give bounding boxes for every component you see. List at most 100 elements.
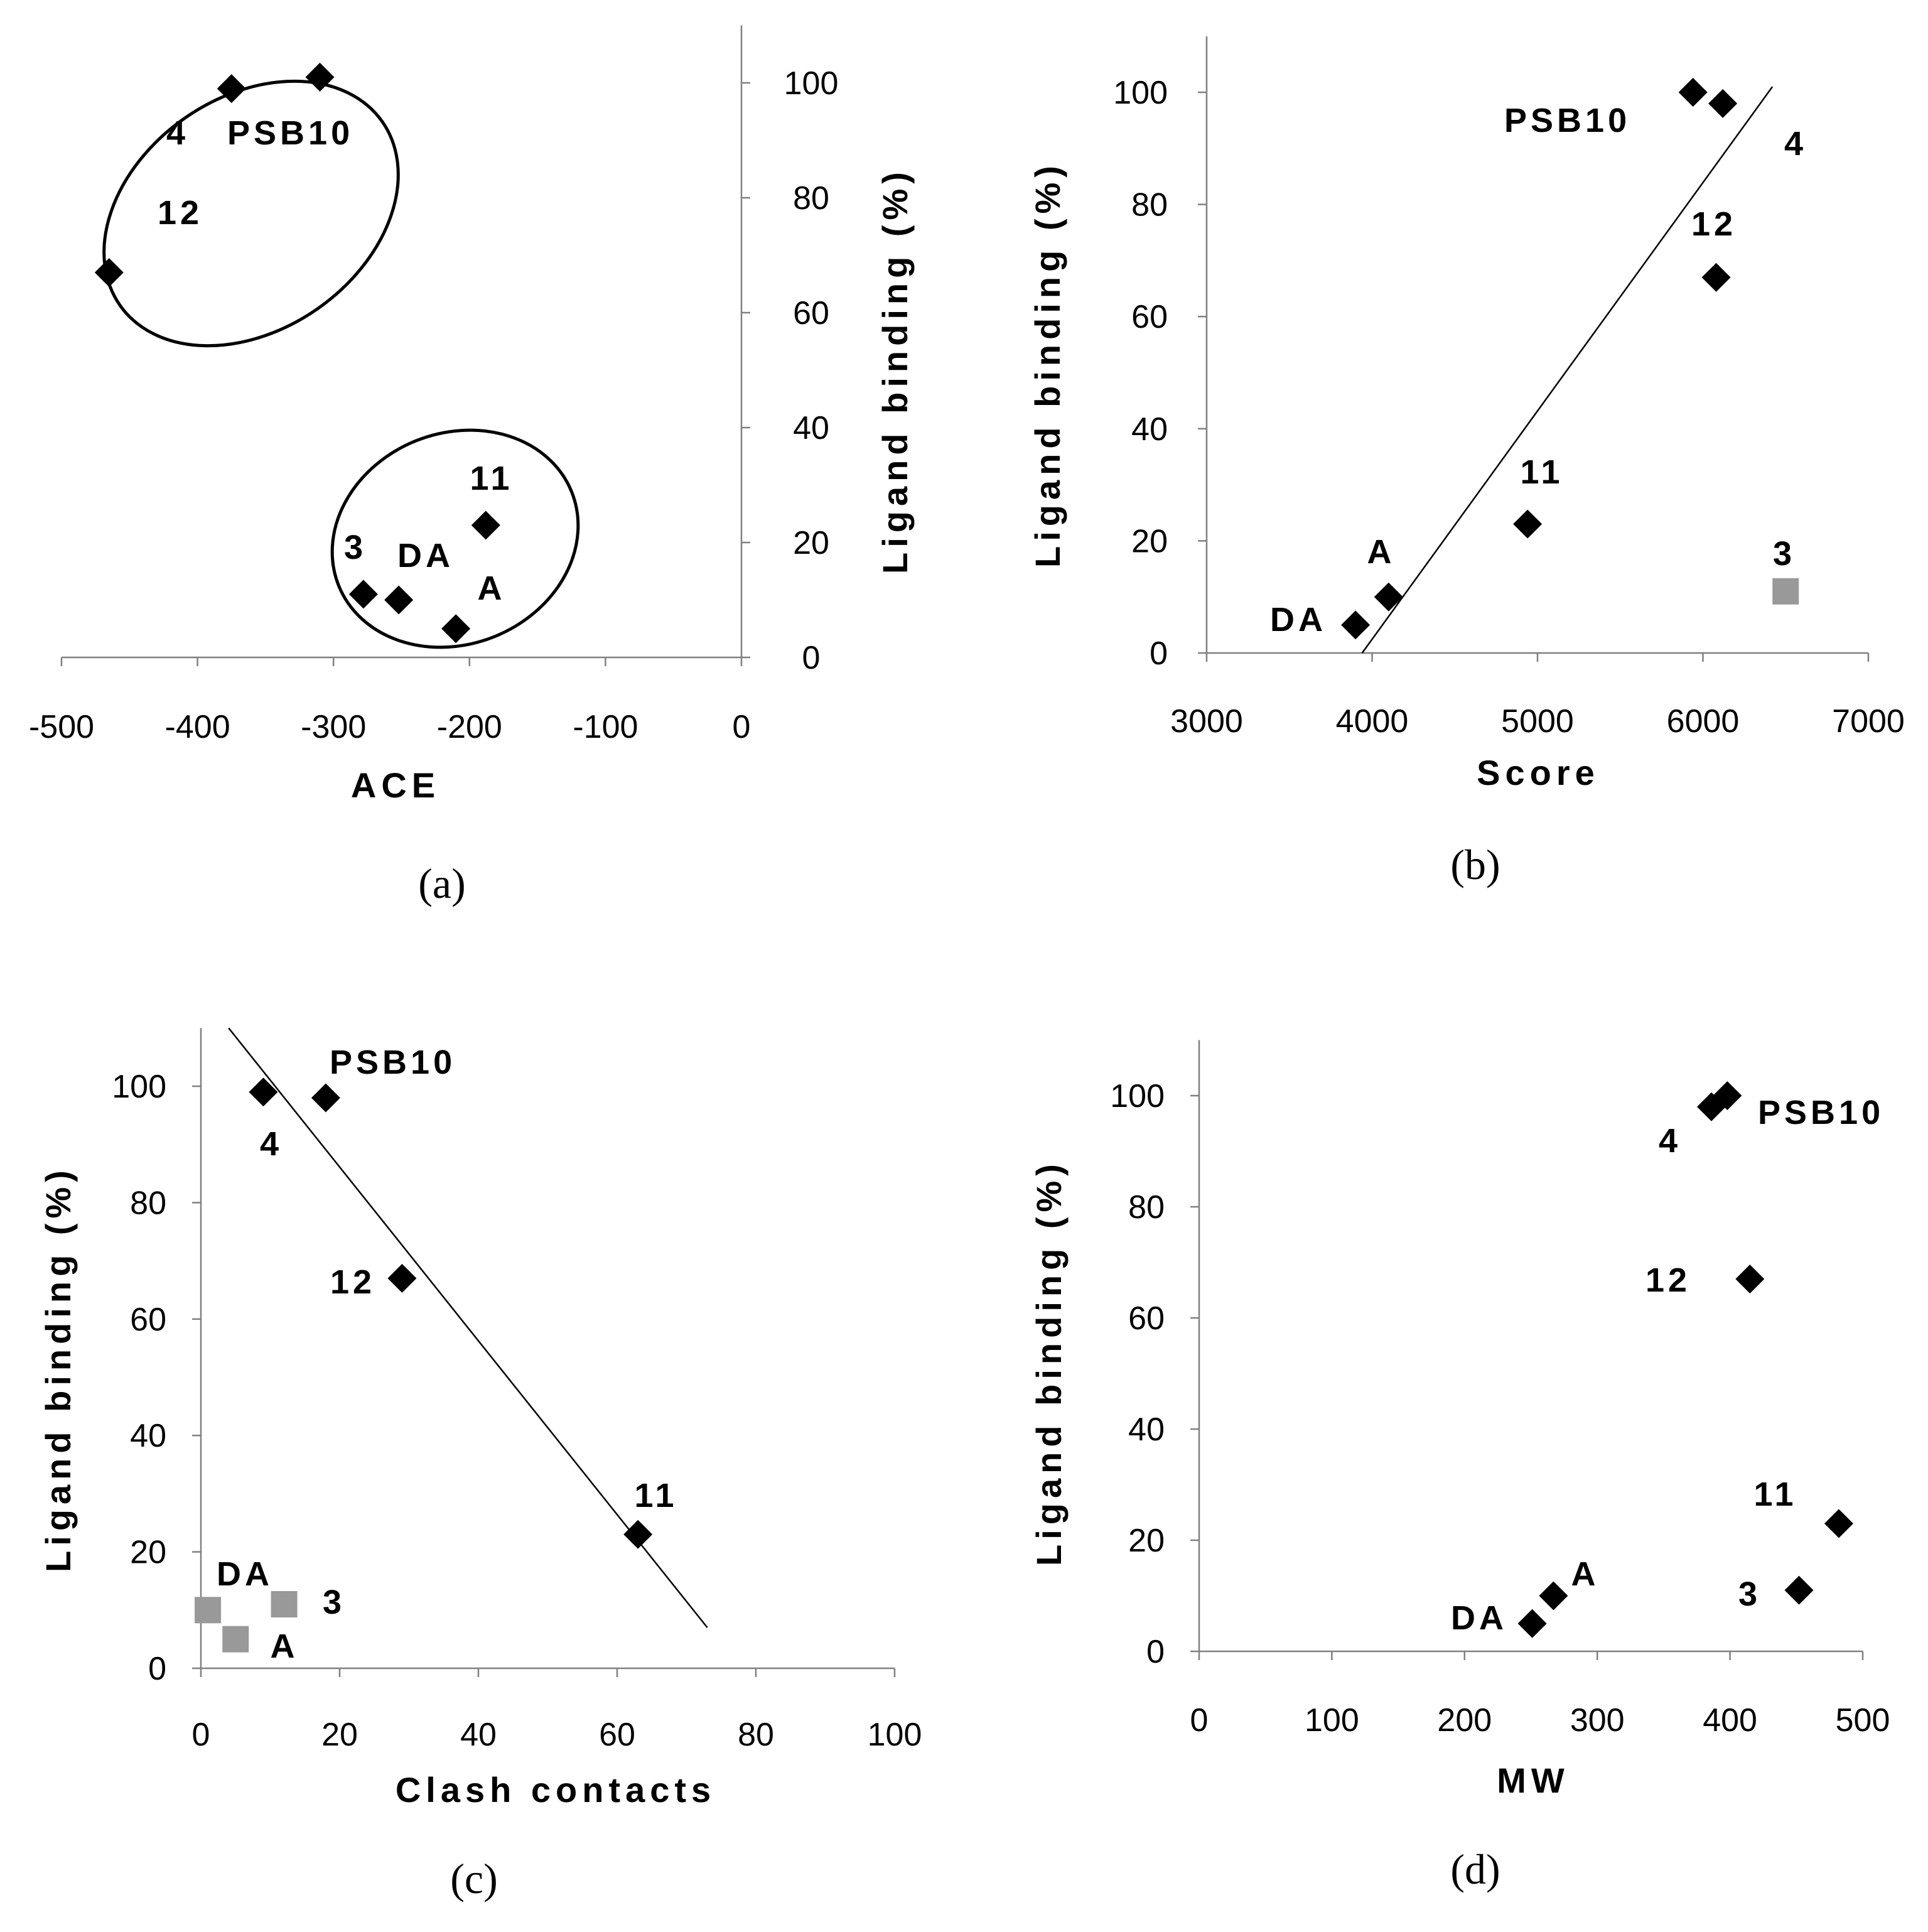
x-tick-label: -400 bbox=[165, 709, 230, 745]
data-point-PSB10 bbox=[311, 1083, 340, 1113]
panel-label: (d) bbox=[1450, 1845, 1500, 1893]
y-tick-label: 40 bbox=[130, 1418, 166, 1454]
trendline bbox=[1361, 86, 1774, 654]
y-tick-label: 80 bbox=[130, 1185, 166, 1221]
data-point-11 bbox=[623, 1519, 653, 1549]
y-tick-label: 60 bbox=[1131, 299, 1168, 335]
point-label-11: 11 bbox=[1520, 453, 1563, 491]
point-label-12: 12 bbox=[158, 194, 203, 232]
point-label-PSB10: PSB10 bbox=[1758, 1094, 1884, 1131]
point-label-A: A bbox=[1367, 533, 1396, 571]
y-tick-label: 100 bbox=[1113, 75, 1168, 111]
data-point-12 bbox=[1701, 262, 1731, 292]
point-label-11: 11 bbox=[1753, 1476, 1797, 1513]
data-point-12 bbox=[1735, 1265, 1765, 1294]
x-tick-label: -300 bbox=[301, 709, 366, 745]
point-label-11: 11 bbox=[634, 1477, 677, 1514]
point-label-A: A bbox=[271, 1627, 299, 1665]
x-tick-label: 100 bbox=[1305, 1702, 1359, 1739]
point-label-12: 12 bbox=[1691, 205, 1737, 243]
data-point-A bbox=[441, 614, 471, 644]
data-point-3 bbox=[1784, 1575, 1814, 1605]
data-point-4 bbox=[1708, 89, 1738, 118]
point-label-3: 3 bbox=[1773, 535, 1796, 573]
y-tick-label: 20 bbox=[1131, 523, 1168, 559]
data-point-DA bbox=[384, 585, 414, 615]
high-binding-cluster-ellipse bbox=[102, 79, 400, 348]
x-axis-title: MW bbox=[1497, 1761, 1570, 1800]
y-tick-label: 80 bbox=[1131, 187, 1168, 224]
x-tick-label: 100 bbox=[868, 1717, 922, 1753]
data-point-11 bbox=[1824, 1509, 1853, 1538]
point-label-4: 4 bbox=[1784, 125, 1807, 163]
data-point-A bbox=[1539, 1581, 1568, 1611]
x-tick-label: 40 bbox=[460, 1717, 497, 1753]
panel-b: 3000 4000 5000 6000 7000 0 20 40 60 80 100 Score Lig… bbox=[1028, 36, 1905, 888]
data-point-3 bbox=[348, 580, 378, 609]
point-label-4: 4 bbox=[166, 114, 189, 152]
x-axis-title: Score bbox=[1477, 753, 1600, 792]
y-tick-label: 80 bbox=[1128, 1189, 1165, 1226]
x-tick-label: -100 bbox=[573, 709, 638, 745]
data-point-4 bbox=[217, 74, 246, 104]
panel-d: 0 100 200 300 400 500 0 20 40 60 80 100 MW Ligand bin… bbox=[1029, 1040, 1890, 1893]
point-label-12: 12 bbox=[330, 1263, 375, 1301]
y-tick-label: 40 bbox=[793, 410, 829, 446]
point-label-3: 3 bbox=[1738, 1575, 1761, 1613]
panel-label: (c) bbox=[450, 1855, 497, 1902]
y-axis-title: Ligand binding (%) bbox=[875, 167, 915, 574]
y-tick-label: 100 bbox=[112, 1069, 166, 1105]
data-point-4 bbox=[1697, 1092, 1726, 1121]
x-tick-label: 400 bbox=[1703, 1702, 1757, 1739]
y-tick-label: 0 bbox=[148, 1651, 166, 1687]
point-label-4: 4 bbox=[1659, 1122, 1681, 1160]
x-tick-label: 0 bbox=[192, 1717, 210, 1753]
x-axis-title: Clash contacts bbox=[396, 1770, 716, 1810]
point-label-A: A bbox=[478, 569, 506, 607]
x-tick-label: 80 bbox=[738, 1717, 774, 1753]
y-tick-label: 0 bbox=[802, 640, 821, 676]
point-label-DA: DA bbox=[217, 1555, 273, 1593]
point-label-PSB10: PSB10 bbox=[330, 1044, 456, 1081]
panel-c: 0 20 40 60 80 100 0 20 40 60 80 100 Clash contacts Li… bbox=[38, 1027, 922, 1902]
point-label-PSB10: PSB10 bbox=[227, 114, 353, 152]
panel-a: -500 -400 -300 -200 -100 0 0 20 40 60 80 100 ACE Liga… bbox=[29, 25, 915, 907]
y-tick-label: 60 bbox=[793, 295, 829, 332]
x-tick-label: -200 bbox=[437, 709, 502, 745]
data-point-3 bbox=[271, 1591, 298, 1618]
x-tick-label: 0 bbox=[733, 709, 751, 745]
point-label-4: 4 bbox=[260, 1125, 283, 1163]
x-tick-label: 0 bbox=[1190, 1702, 1209, 1739]
point-label-DA: DA bbox=[397, 537, 454, 575]
point-label-DA: DA bbox=[1451, 1599, 1507, 1637]
y-axis-title: Ligand binding (%) bbox=[1028, 161, 1067, 568]
y-tick-label: 100 bbox=[784, 65, 839, 102]
x-tick-label: 5000 bbox=[1501, 703, 1574, 740]
data-point-A bbox=[222, 1626, 249, 1653]
data-point-12 bbox=[387, 1263, 417, 1293]
x-tick-label: 20 bbox=[321, 1717, 358, 1753]
data-point-12 bbox=[94, 257, 124, 287]
y-tick-label: 0 bbox=[1146, 1634, 1165, 1670]
trendline bbox=[228, 1027, 708, 1628]
data-point-DA bbox=[195, 1597, 222, 1624]
point-label-A: A bbox=[1571, 1555, 1600, 1593]
point-label-DA: DA bbox=[1270, 601, 1327, 639]
y-tick-label: 20 bbox=[793, 525, 829, 561]
x-tick-label: 4000 bbox=[1336, 703, 1409, 740]
data-point-A bbox=[1374, 582, 1403, 612]
x-tick-label: 300 bbox=[1570, 1702, 1625, 1739]
x-tick-label: 500 bbox=[1836, 1702, 1890, 1739]
data-point-DA bbox=[1341, 610, 1371, 640]
panel-label: (a) bbox=[418, 860, 465, 907]
y-tick-label: 100 bbox=[1110, 1078, 1165, 1114]
data-point-11 bbox=[471, 510, 500, 540]
x-tick-label: 6000 bbox=[1667, 703, 1740, 740]
low-binding-cluster-ellipse bbox=[330, 428, 580, 649]
y-axis-title: Ligand binding (%) bbox=[38, 1165, 78, 1572]
x-tick-label: 200 bbox=[1437, 1702, 1492, 1739]
data-point-11 bbox=[1513, 509, 1543, 539]
point-label-12: 12 bbox=[1645, 1261, 1691, 1299]
y-tick-label: 0 bbox=[1150, 635, 1168, 672]
